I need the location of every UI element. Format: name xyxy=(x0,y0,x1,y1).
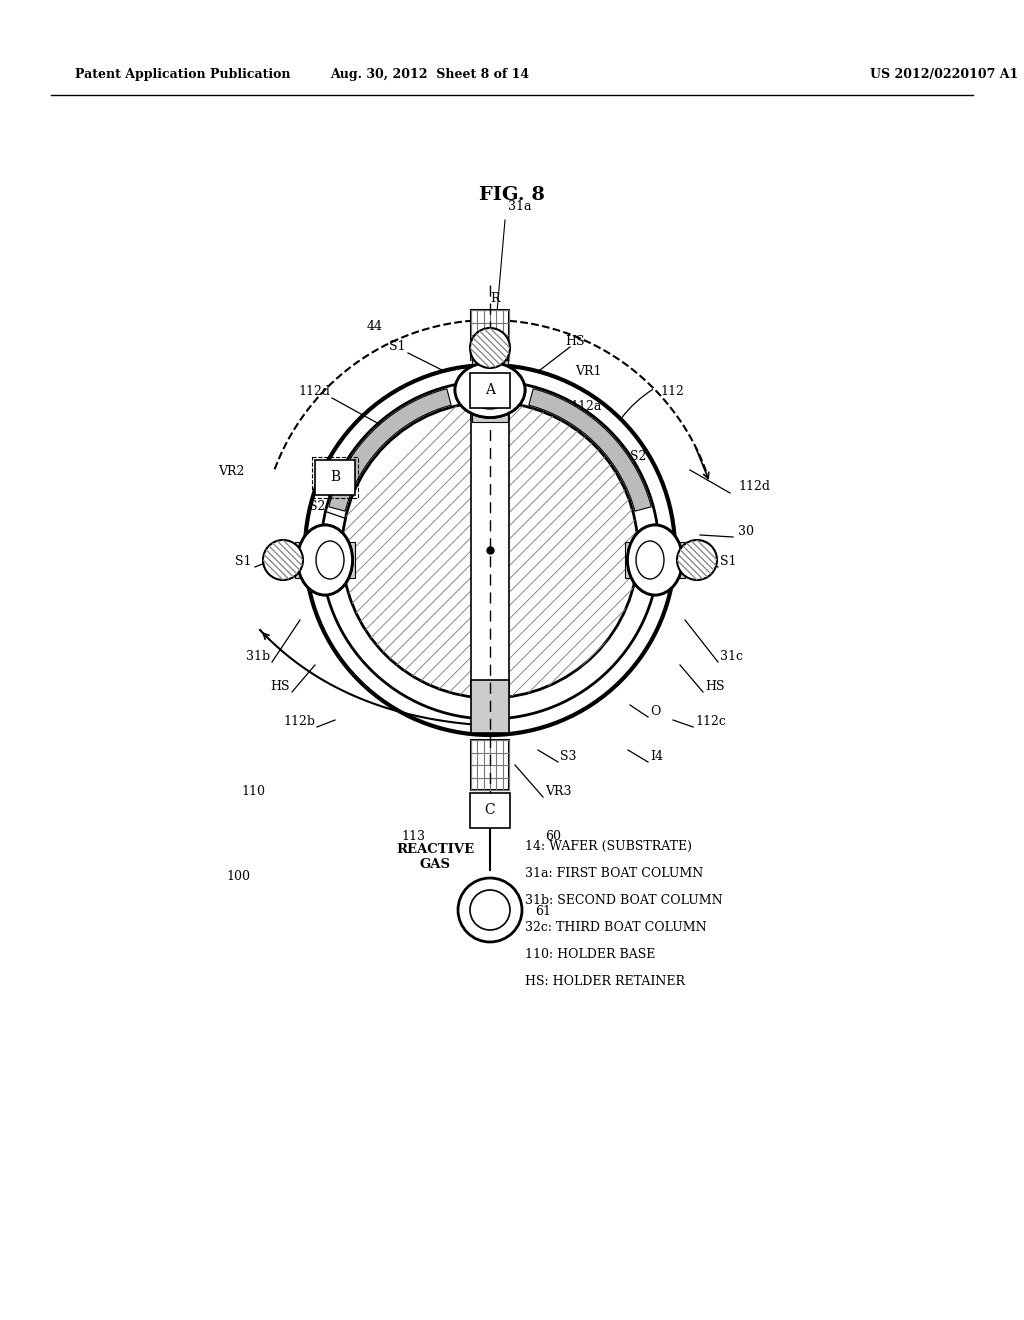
Bar xyxy=(625,543,685,578)
Bar xyxy=(472,360,508,422)
Text: 110: HOLDER BASE: 110: HOLDER BASE xyxy=(525,948,655,961)
Text: VR3: VR3 xyxy=(545,785,571,799)
Text: HS: HOLDER RETAINER: HS: HOLDER RETAINER xyxy=(525,975,685,987)
Text: 31a: 31a xyxy=(508,201,531,213)
Text: VR2: VR2 xyxy=(219,465,245,478)
Text: C: C xyxy=(484,803,496,817)
Text: S1: S1 xyxy=(720,554,736,568)
Text: VR1: VR1 xyxy=(575,366,601,378)
Text: S3: S3 xyxy=(560,750,577,763)
Text: REACTIVE
GAS: REACTIVE GAS xyxy=(396,843,474,871)
Circle shape xyxy=(458,878,522,942)
Text: 14: WAFER (SUBSTRATE): 14: WAFER (SUBSTRATE) xyxy=(525,840,692,853)
Bar xyxy=(471,403,509,698)
Text: I4: I4 xyxy=(650,750,663,763)
Bar xyxy=(470,792,510,828)
Text: HS: HS xyxy=(705,680,725,693)
Text: 112d: 112d xyxy=(298,385,330,399)
Bar xyxy=(312,457,358,498)
Text: S1: S1 xyxy=(236,554,252,568)
Ellipse shape xyxy=(628,525,683,595)
Text: B: B xyxy=(330,470,340,484)
Bar xyxy=(471,310,509,360)
Circle shape xyxy=(470,890,510,931)
Ellipse shape xyxy=(636,541,664,579)
Text: 31b: SECOND BOAT COLUMN: 31b: SECOND BOAT COLUMN xyxy=(525,894,723,907)
Ellipse shape xyxy=(298,525,352,595)
Text: 61: 61 xyxy=(535,906,551,917)
Text: 112: 112 xyxy=(660,385,684,399)
Circle shape xyxy=(263,540,303,579)
Text: 30: 30 xyxy=(738,525,754,539)
Bar xyxy=(470,372,510,408)
Text: O: O xyxy=(650,705,660,718)
Text: 110: 110 xyxy=(241,785,265,799)
Text: 113: 113 xyxy=(401,830,425,843)
Bar xyxy=(471,680,509,733)
Text: FIG. 8: FIG. 8 xyxy=(479,186,545,205)
Text: US 2012/0220107 A1: US 2012/0220107 A1 xyxy=(870,69,1018,81)
Text: Patent Application Publication: Patent Application Publication xyxy=(75,69,291,81)
Ellipse shape xyxy=(455,363,525,417)
Text: 100: 100 xyxy=(226,870,250,883)
Bar xyxy=(471,741,509,789)
Polygon shape xyxy=(528,388,651,511)
Ellipse shape xyxy=(298,525,352,595)
Ellipse shape xyxy=(628,525,683,595)
Ellipse shape xyxy=(455,363,525,417)
Text: S1: S1 xyxy=(388,341,406,352)
Text: 44: 44 xyxy=(367,319,383,333)
Text: 112a: 112a xyxy=(570,400,601,413)
Text: HS: HS xyxy=(270,680,290,693)
Text: A: A xyxy=(485,383,495,397)
Text: 31b: 31b xyxy=(246,649,270,663)
Text: 112b: 112b xyxy=(283,715,315,729)
Text: HS: HS xyxy=(565,335,585,348)
Circle shape xyxy=(342,403,638,698)
Text: 112c: 112c xyxy=(695,715,726,729)
Ellipse shape xyxy=(316,541,344,579)
Text: 32c: THIRD BOAT COLUMN: 32c: THIRD BOAT COLUMN xyxy=(525,921,707,935)
Text: Aug. 30, 2012  Sheet 8 of 14: Aug. 30, 2012 Sheet 8 of 14 xyxy=(331,69,529,81)
Text: 112d: 112d xyxy=(738,480,770,492)
Circle shape xyxy=(677,540,717,579)
Text: R: R xyxy=(490,292,500,305)
Bar xyxy=(471,367,509,420)
Circle shape xyxy=(470,327,510,368)
Polygon shape xyxy=(329,388,452,511)
Ellipse shape xyxy=(471,381,509,409)
Text: 31a: FIRST BOAT COLUMN: 31a: FIRST BOAT COLUMN xyxy=(525,867,703,880)
Text: S2: S2 xyxy=(308,500,325,513)
Bar xyxy=(315,459,355,495)
Text: 31c: 31c xyxy=(720,649,743,663)
Text: 60: 60 xyxy=(545,830,561,843)
Text: S2: S2 xyxy=(630,450,646,463)
Bar xyxy=(295,543,355,578)
